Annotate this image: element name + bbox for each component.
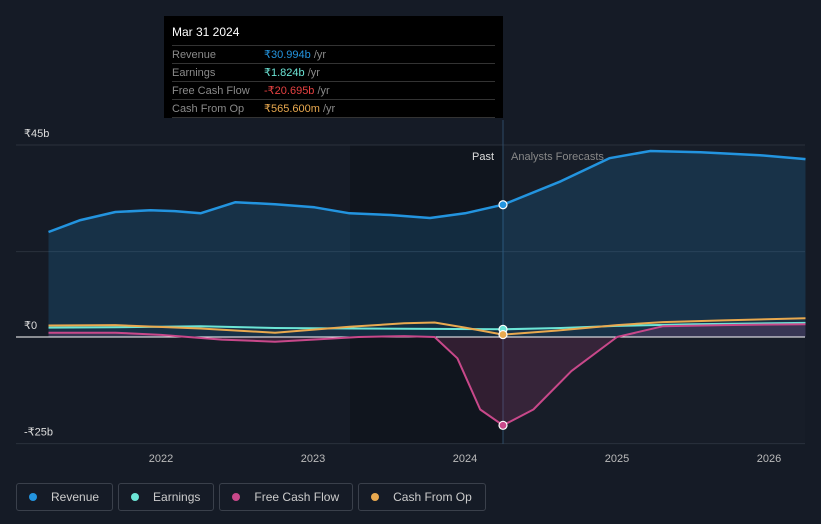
tooltip-row-revenue: Revenue ₹30.994b /yr [172, 45, 495, 63]
free-cash-flow-line [48, 323, 806, 427]
legend: Revenue Earnings Free Cash Flow Cash Fro… [16, 483, 486, 511]
tooltip-unit: /yr [314, 84, 330, 97]
cash-from-op-line [48, 317, 806, 336]
legend-label: Revenue [51, 490, 100, 504]
free-cash-flow-marker [498, 420, 508, 430]
earnings-dot-icon [131, 493, 140, 501]
y-tick-label: ₹45b [24, 128, 49, 140]
tooltip-value: -₹20.695b [264, 85, 315, 97]
tooltip-value: ₹1.824b [264, 67, 305, 79]
tooltip-unit: /yr [319, 102, 336, 115]
past-shade [350, 145, 503, 444]
past-label: Past [472, 151, 494, 163]
legend-revenue[interactable]: Revenue [16, 483, 114, 511]
fcf-dot-icon [232, 493, 241, 501]
fcf-area [48, 324, 806, 426]
tooltip: Mar 31 2024 Revenue ₹30.994b /yr Earnings… [164, 16, 503, 118]
legend-cash-from-op[interactable]: Cash From Op [358, 483, 486, 511]
revenue-dot-icon [29, 493, 37, 501]
x-tick-label: 2022 [149, 453, 173, 465]
legend-label: Free Cash Flow [254, 490, 340, 504]
revenue-area [48, 151, 806, 337]
revenue-line [48, 149, 806, 234]
legend-free-cash-flow[interactable]: Free Cash Flow [219, 483, 354, 511]
tooltip-value: ₹30.994b [264, 49, 311, 61]
x-tick-label: 2023 [301, 453, 325, 465]
tooltip-row-cfo: Cash From Op ₹565.600m /yr [172, 99, 495, 118]
legend-label: Cash From Op [393, 490, 472, 504]
x-tick-label: 2026 [757, 453, 781, 465]
cfo-dot-icon [371, 493, 380, 501]
y-tick-label: ₹0 [24, 320, 37, 332]
x-tick-label: 2025 [605, 453, 629, 465]
tooltip-label: Revenue [172, 48, 217, 61]
x-tick-label: 2024 [453, 453, 477, 465]
tooltip-unit: /yr [310, 48, 327, 61]
revenue-marker [498, 200, 508, 210]
tooltip-label: Free Cash Flow [172, 84, 250, 97]
legend-label: Earnings [153, 490, 201, 504]
forecast-shade [503, 145, 805, 444]
cash-from-op-marker [498, 329, 508, 340]
tooltip-row-fcf: Free Cash Flow -₹20.695b /yr [172, 81, 495, 99]
tooltip-label: Earnings [172, 66, 216, 79]
tooltip-row-earnings: Earnings ₹1.824b /yr [172, 63, 495, 81]
forecast-label: Analysts Forecasts [511, 151, 604, 163]
y-tick-label: -₹25b [24, 427, 53, 439]
legend-earnings[interactable]: Earnings [118, 483, 215, 511]
tooltip-unit: /yr [304, 66, 320, 79]
tooltip-date: Mar 31 2024 [172, 25, 240, 39]
tooltip-label: Cash From Op [172, 102, 245, 115]
tooltip-value: ₹565.600m [264, 103, 320, 115]
